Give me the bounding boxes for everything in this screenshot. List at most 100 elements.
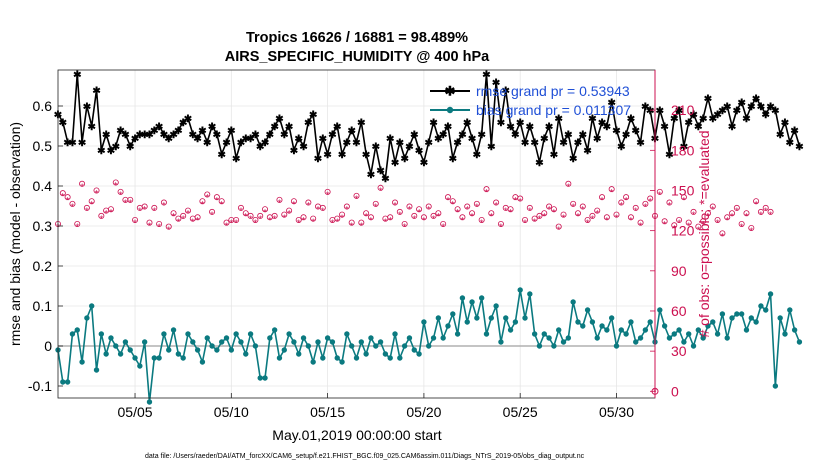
bias-point-121 [637, 335, 644, 341]
obs-possible-point-4 [74, 220, 81, 227]
rmse-point-141: ✱ [733, 106, 742, 117]
y-right-tick-label-7: 210 [671, 102, 695, 118]
obs-possible-point-53 [310, 215, 317, 222]
bias-point-8 [93, 367, 100, 373]
obs-evaluated-point-15: * [128, 198, 132, 208]
obs-possible-point-16 [132, 216, 139, 223]
obs-evaluated-point-104: * [557, 225, 561, 235]
obs-evaluated-point-69: * [388, 215, 392, 225]
obs-possible-point-19 [146, 219, 153, 226]
obs-evaluated-point-135: * [706, 211, 710, 221]
rmse-point-52: ✱ [304, 118, 313, 129]
bias-point-89 [483, 331, 490, 337]
obs-evaluated-point-64: * [364, 211, 368, 221]
bias-point-28 [190, 339, 196, 345]
obs-evaluated-point-133: * [697, 225, 701, 235]
obs-evaluated-point-26: * [181, 214, 185, 224]
rmse-point-134: ✱ [699, 114, 708, 125]
rmse-point-89: ✱ [482, 70, 491, 81]
rmse-point-151: ✱ [781, 118, 790, 129]
bias-point-137 [714, 331, 721, 337]
bias-point-115 [608, 315, 615, 321]
obs-possible-point-52 [305, 199, 312, 206]
obs-possible-point-116 [613, 211, 620, 218]
bias-point-34 [218, 339, 225, 345]
rmse-point-135: ✱ [704, 94, 713, 105]
obs-possible-point-63 [358, 219, 365, 226]
bias-point-147 [763, 307, 769, 313]
obs-evaluated-point-24: * [172, 211, 176, 221]
obs-evaluated-point-31: * [205, 193, 209, 203]
bias-point-128 [671, 331, 677, 337]
bias-point-127 [666, 335, 673, 341]
plot-area: ** ********* **** *** ******** *** ***** ** * ***… [54, 69, 804, 405]
bias-point-15 [127, 347, 133, 353]
obs-evaluated-point-48: * [287, 209, 291, 219]
rmse-point-102: ✱ [545, 122, 554, 133]
obs-evaluated-point-10: * [104, 209, 108, 219]
bias-point-25 [175, 351, 182, 357]
bias-point-26 [180, 355, 186, 361]
bias-point-77 [426, 343, 432, 349]
bias-point-53 [310, 359, 316, 365]
obs-possible-point-5 [79, 180, 86, 187]
bias-point-73 [406, 335, 413, 341]
bias-point-131 [686, 331, 692, 337]
rmse-point-36: ✱ [227, 126, 236, 137]
obs-evaluated-point-45: * [273, 214, 277, 224]
obs-evaluated-point-127: * [668, 201, 672, 211]
rmse-point-92: ✱ [497, 118, 506, 129]
obs-evaluated-point-29: * [196, 215, 200, 225]
obs-possible-point-114 [603, 214, 610, 221]
obs-possible-point-42 [257, 212, 264, 219]
obs-possible-point-108 [574, 210, 581, 217]
obs-possible-point-118 [623, 194, 630, 201]
y-left-tick-label-3: 0.2 [33, 258, 53, 274]
rmse-point-83: ✱ [453, 138, 462, 149]
obs-evaluated-point-66: * [374, 202, 378, 212]
obs-evaluated-point-18: * [143, 205, 147, 215]
obs-possible-point-89 [483, 186, 490, 193]
bias-point-149 [772, 383, 779, 389]
obs-possible-point-104 [555, 223, 562, 230]
bias-point-58 [334, 355, 340, 361]
obs-possible-point-147 [762, 204, 769, 211]
bias-series [55, 287, 803, 405]
bias-point-144 [748, 315, 754, 321]
obs-evaluated-point-123: * [648, 197, 652, 207]
obs-possible-point-85 [464, 203, 471, 210]
obs-possible-point-58 [334, 215, 341, 222]
bias-point-96 [517, 287, 523, 293]
bias-point-125 [657, 307, 663, 313]
x-tick-label-5: 05/30 [599, 404, 634, 420]
rmse-point-14: ✱ [121, 130, 130, 141]
bias-point-100 [536, 343, 543, 349]
y-right-tick-label-2: 60 [671, 303, 687, 319]
obs-possible-point-70 [392, 199, 399, 206]
bias-point-123 [647, 319, 653, 325]
rmse-point-48: ✱ [285, 122, 294, 133]
obs-possible-point-66 [372, 200, 379, 207]
obs-evaluated-point-28: * [191, 217, 195, 227]
obs-evaluated-point-102: * [547, 205, 551, 215]
obs-evaluated-point-107: * [571, 202, 575, 212]
bias-point-19 [146, 399, 153, 405]
obs-evaluated-point-43: * [263, 207, 267, 217]
obs-evaluated-point-142: * [740, 222, 744, 232]
rmse-point-53: ✱ [309, 110, 318, 121]
bias-point-65 [368, 335, 374, 341]
obs-evaluated-point-12: * [114, 181, 118, 191]
x-tick-label-0: 05/05 [118, 404, 153, 420]
x-tick-label-1: 05/10 [214, 404, 249, 420]
rmse-point-85: ✱ [463, 118, 472, 129]
obs-possible-point-48 [286, 207, 293, 214]
obs-possible-point-103 [550, 206, 557, 213]
rmse-point-77: ✱ [425, 138, 434, 149]
obs-evaluated-point-71: * [398, 210, 402, 220]
rmse-point-11: ✱ [107, 146, 116, 157]
obs-evaluated-point-39: * [244, 211, 248, 221]
rmse-point-71: ✱ [396, 138, 405, 149]
obs-evaluated-point-47: * [283, 213, 287, 223]
obs-possible-point-55 [319, 204, 326, 211]
bias-point-152 [787, 307, 793, 313]
